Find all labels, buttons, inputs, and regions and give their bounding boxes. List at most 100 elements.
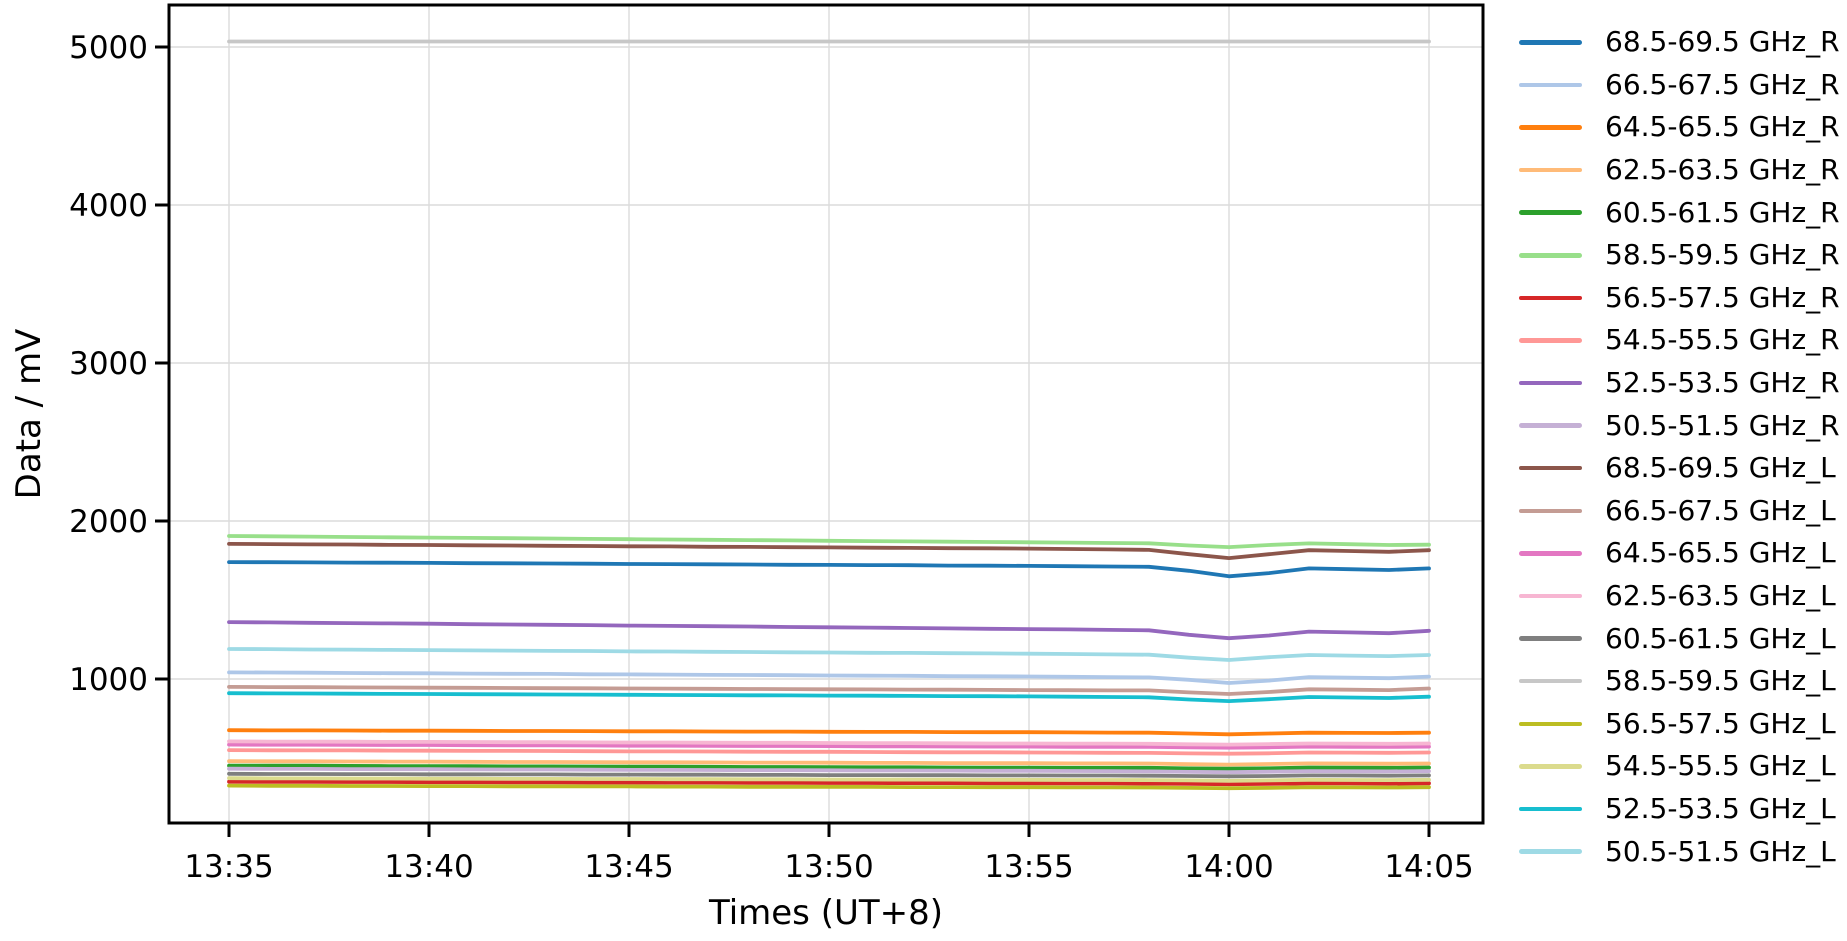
legend-item: 64.5-65.5 GHz_R xyxy=(1519,106,1840,149)
y-tick-label: 4000 xyxy=(69,188,148,224)
legend-item: 56.5-57.5 GHz_R xyxy=(1519,277,1840,320)
series-line xyxy=(227,534,1431,549)
legend-label: 62.5-63.5 GHz_L xyxy=(1605,579,1836,613)
legend-item: 68.5-69.5 GHz_L xyxy=(1519,447,1840,490)
legend-item: 60.5-61.5 GHz_R xyxy=(1519,191,1840,234)
y-tick-label: 3000 xyxy=(69,346,148,382)
legend-swatch xyxy=(1519,423,1582,428)
legend-swatch xyxy=(1519,721,1582,727)
legend-swatch xyxy=(1519,125,1582,130)
legend-swatch xyxy=(1519,806,1582,812)
legend-swatch xyxy=(1519,40,1582,45)
legend-label: 66.5-67.5 GHz_R xyxy=(1605,67,1840,101)
legend-item: 54.5-55.5 GHz_L xyxy=(1519,745,1840,788)
legend-swatch xyxy=(1519,295,1582,301)
x-tick-label: 14:00 xyxy=(1184,849,1273,885)
legend-item: 66.5-67.5 GHz_L xyxy=(1519,490,1840,533)
y-axis-label: Data / mV xyxy=(9,329,49,500)
tick-labels: 13:35 13:40 13:45 13:50 13:55 14:00 14:05 1000 2… xyxy=(69,30,1474,885)
series-line xyxy=(227,783,1431,791)
series-line xyxy=(227,748,1431,756)
series-line xyxy=(227,691,1431,703)
gridlines xyxy=(169,5,1483,823)
legend-label: 50.5-51.5 GHz_R xyxy=(1605,408,1840,442)
legend-swatch xyxy=(1519,465,1582,471)
series-line xyxy=(227,739,1431,747)
legend-item: 56.5-57.5 GHz_L xyxy=(1519,703,1840,746)
legend-swatch xyxy=(1519,210,1582,215)
legend-swatch xyxy=(1519,253,1582,258)
series-line xyxy=(227,560,1431,579)
legend-swatch xyxy=(1519,380,1582,386)
y-tick-label: 5000 xyxy=(69,30,148,66)
legend-label: 52.5-53.5 GHz_R xyxy=(1605,366,1840,400)
legend-label: 56.5-57.5 GHz_L xyxy=(1605,706,1836,740)
x-tick-label: 13:55 xyxy=(984,849,1073,885)
series-line xyxy=(227,771,1431,779)
legend-item: 62.5-63.5 GHz_L xyxy=(1519,575,1840,618)
legend-item: 50.5-51.5 GHz_L xyxy=(1519,830,1840,873)
legend-label: 58.5-59.5 GHz_L xyxy=(1605,664,1836,698)
legend-item: 62.5-63.5 GHz_R xyxy=(1519,149,1840,192)
series-line xyxy=(227,776,1431,783)
y-tick-label: 1000 xyxy=(69,662,148,698)
legend-label: 66.5-67.5 GHz_L xyxy=(1605,493,1836,527)
x-axis-label: Times (UT+8) xyxy=(708,893,943,933)
legend-label: 54.5-55.5 GHz_L xyxy=(1605,749,1836,783)
legend-label: 54.5-55.5 GHz_R xyxy=(1605,323,1840,357)
legend-label: 52.5-53.5 GHz_L xyxy=(1605,791,1836,825)
legend-swatch xyxy=(1519,551,1582,556)
legend: 68.5-69.5 GHz_R 66.5-67.5 GHz_R 64.5-65.5 … xyxy=(1519,21,1840,873)
x-tick-label: 13:50 xyxy=(784,849,873,885)
x-tick-label: 13:40 xyxy=(384,849,473,885)
series-line xyxy=(227,759,1431,767)
legend-item: 58.5-59.5 GHz_R xyxy=(1519,234,1840,277)
series-line xyxy=(227,728,1431,737)
series-line xyxy=(227,685,1431,696)
axis-ticks xyxy=(155,45,1431,837)
legend-label: 58.5-59.5 GHz_R xyxy=(1605,238,1840,272)
series-line xyxy=(227,670,1431,685)
series-line xyxy=(227,647,1431,662)
legend-swatch xyxy=(1519,678,1582,684)
legend-label: 64.5-65.5 GHz_R xyxy=(1605,110,1840,144)
legend-item: 60.5-61.5 GHz_L xyxy=(1519,617,1840,660)
legend-label: 68.5-69.5 GHz_R xyxy=(1605,25,1840,59)
legend-item: 64.5-65.5 GHz_L xyxy=(1519,532,1840,575)
legend-item: 68.5-69.5 GHz_R xyxy=(1519,21,1840,64)
legend-label: 68.5-69.5 GHz_L xyxy=(1605,451,1836,485)
y-tick-label: 2000 xyxy=(69,504,148,540)
legend-item: 52.5-53.5 GHz_L xyxy=(1519,788,1840,831)
series-line xyxy=(227,779,1431,787)
legend-item: 52.5-53.5 GHz_R xyxy=(1519,362,1840,405)
legend-label: 56.5-57.5 GHz_R xyxy=(1605,280,1840,314)
legend-swatch xyxy=(1519,508,1582,514)
legend-label: 60.5-61.5 GHz_L xyxy=(1605,621,1836,655)
legend-label: 60.5-61.5 GHz_R xyxy=(1605,195,1840,229)
series-lines xyxy=(227,39,1431,791)
series-line xyxy=(227,766,1431,775)
legend-label: 50.5-51.5 GHz_L xyxy=(1605,834,1836,868)
legend-swatch xyxy=(1519,849,1582,854)
x-tick-label: 13:45 xyxy=(584,849,673,885)
series-line xyxy=(227,542,1431,560)
legend-swatch xyxy=(1519,593,1582,599)
plot-border xyxy=(167,3,1485,825)
series-line xyxy=(227,742,1431,750)
legend-swatch xyxy=(1519,338,1582,343)
legend-item: 54.5-55.5 GHz_R xyxy=(1519,319,1840,362)
x-tick-label: 13:35 xyxy=(184,849,273,885)
legend-label: 62.5-63.5 GHz_R xyxy=(1605,153,1840,187)
legend-swatch xyxy=(1519,82,1582,88)
x-tick-label: 14:05 xyxy=(1384,849,1473,885)
series-line xyxy=(227,620,1431,641)
series-line xyxy=(227,763,1431,771)
legend-label: 64.5-65.5 GHz_L xyxy=(1605,536,1836,570)
legend-swatch xyxy=(1519,764,1582,769)
legend-item: 66.5-67.5 GHz_R xyxy=(1519,64,1840,107)
legend-swatch xyxy=(1519,636,1582,641)
legend-swatch xyxy=(1519,167,1582,173)
legend-item: 58.5-59.5 GHz_L xyxy=(1519,660,1840,703)
